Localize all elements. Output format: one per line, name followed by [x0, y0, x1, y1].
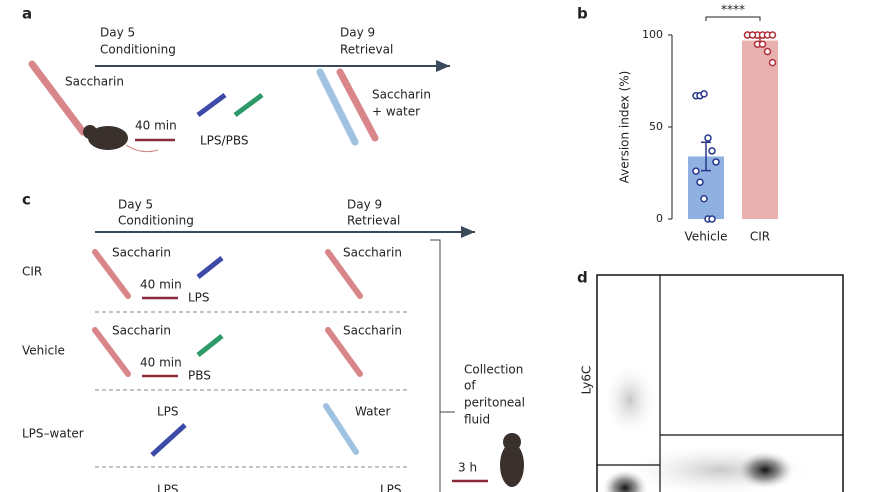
mouse — [83, 125, 97, 139]
plot-frame — [596, 274, 844, 492]
mouse — [500, 443, 524, 487]
panel-d: d Ly6C — [577, 269, 844, 492]
syringe — [233, 92, 264, 118]
syringe — [196, 92, 227, 118]
y-tick-label: 0 — [656, 212, 663, 225]
row-label: CIR — [22, 265, 42, 279]
significance-bracket — [705, 16, 761, 21]
data-point — [692, 167, 700, 175]
data-point — [700, 195, 708, 203]
text: 40 min — [140, 356, 182, 370]
text: Saccharin — [343, 246, 402, 260]
text: LPS — [157, 405, 179, 419]
mouse — [88, 126, 128, 150]
mouse-tail — [125, 144, 159, 153]
text: Saccharin — [112, 324, 171, 338]
mouse — [503, 433, 521, 451]
y-tick-label: 50 — [649, 120, 663, 133]
y-axis-label: Aversion index (%) — [618, 71, 632, 184]
panel-c: c Day 5 Conditioning Day 9 Retrieval CIR… — [22, 191, 525, 492]
text: Saccharin — [372, 88, 431, 102]
text: Saccharin — [65, 75, 124, 89]
pipette — [325, 249, 363, 299]
panel-label: d — [577, 269, 588, 287]
text: Water — [355, 405, 391, 419]
pipette — [336, 68, 379, 142]
text: Retrieval — [347, 214, 400, 228]
row-label: LPS–water — [22, 427, 84, 441]
syringe — [196, 256, 224, 279]
text: of — [464, 379, 476, 393]
text: Retrieval — [340, 43, 393, 57]
text: 40 min — [135, 119, 177, 133]
significance: **** — [721, 3, 745, 17]
pipette — [325, 327, 363, 377]
text: Saccharin — [112, 246, 171, 260]
data-point — [708, 147, 716, 155]
text: fluid — [464, 413, 490, 427]
density — [605, 365, 655, 435]
syringe — [150, 423, 187, 457]
text: Day 5 — [100, 26, 135, 40]
text: Saccharin — [343, 324, 402, 338]
x-tick-label: CIR — [750, 230, 770, 244]
text: Collection — [464, 363, 523, 377]
text: Day 9 — [340, 26, 375, 40]
data-point — [768, 31, 777, 39]
pipette — [92, 327, 131, 377]
text: Day 9 — [347, 198, 382, 212]
text: LPS — [380, 483, 402, 492]
pipette — [28, 60, 87, 136]
x-tick-label: Vehicle — [685, 230, 728, 244]
text: LPS — [188, 291, 210, 305]
panel-a: a Day 5 Conditioning Day 9 Retrieval Sac… — [22, 5, 450, 153]
text: 40 min — [140, 278, 182, 292]
pipette — [323, 403, 359, 455]
y-axis-label: Ly6C — [580, 366, 594, 395]
data-point — [712, 158, 720, 166]
text: PBS — [188, 369, 211, 383]
text: + water — [372, 105, 420, 119]
data-point — [763, 47, 772, 56]
pipette — [92, 249, 131, 299]
data-point — [700, 90, 708, 98]
data-point — [768, 58, 777, 67]
text: Conditioning — [118, 214, 194, 228]
text: Day 5 — [118, 198, 153, 212]
bracket — [430, 239, 455, 492]
text: peritoneal — [464, 396, 525, 410]
data-point — [748, 31, 757, 39]
gate — [597, 275, 843, 492]
density — [603, 470, 647, 492]
data-point — [704, 134, 712, 142]
panel-b: b Aversion index (%) **** 0 50 100 Vehicle C… — [577, 3, 778, 244]
text: LPS/PBS — [200, 134, 248, 148]
data-point — [696, 178, 704, 186]
panel-label: b — [577, 5, 588, 23]
data-point — [758, 40, 767, 48]
text: Conditioning — [100, 43, 176, 57]
panel-label: a — [22, 5, 32, 23]
panel-label: c — [22, 191, 31, 209]
row-label: Vehicle — [22, 344, 65, 358]
density — [737, 452, 793, 488]
data-point — [708, 215, 716, 223]
text: LPS — [157, 483, 179, 492]
text: 3 h — [458, 461, 477, 475]
y-tick-label: 100 — [642, 28, 663, 41]
pipette — [316, 68, 359, 146]
density-plot — [603, 365, 810, 492]
syringe — [196, 334, 224, 357]
bar — [742, 40, 778, 219]
